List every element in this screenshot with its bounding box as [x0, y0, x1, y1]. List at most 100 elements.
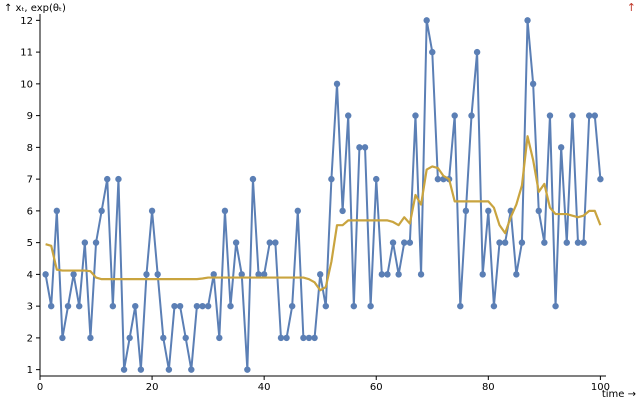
- observations-point: [485, 207, 492, 215]
- observations-point: [462, 207, 470, 215]
- observations-point: [283, 334, 290, 342]
- observations-point: [389, 239, 397, 246]
- y-tick-label: 8: [27, 143, 33, 154]
- y-tick-label: 6: [27, 206, 33, 217]
- observations-point: [182, 334, 189, 342]
- observations-point: [529, 80, 537, 88]
- observations-point: [59, 334, 66, 342]
- observations-point: [171, 302, 178, 310]
- observations-point: [473, 48, 481, 56]
- observations-point: [345, 112, 352, 119]
- observations-point: [76, 302, 83, 310]
- y-tick-label: 9: [27, 111, 33, 122]
- x-tick-label: 60: [370, 382, 383, 393]
- observations-point: [42, 271, 49, 278]
- smoothed-line: [45, 135, 602, 292]
- observations-point: [216, 334, 223, 342]
- observations-point: [227, 302, 234, 310]
- observations-point: [109, 302, 117, 310]
- observations-point: [316, 271, 324, 278]
- observations-point: [339, 207, 346, 215]
- observations-point: [87, 334, 94, 342]
- observations-point: [552, 302, 559, 310]
- x-tick-label: 40: [258, 382, 271, 393]
- observations-point: [305, 334, 313, 342]
- y-tick-label: 11: [20, 48, 33, 59]
- observations-point: [333, 80, 341, 88]
- observations-point: [232, 239, 240, 246]
- observations-point: [468, 112, 475, 119]
- observations-point: [132, 302, 139, 310]
- observations-point: [126, 334, 133, 342]
- observations-point: [524, 17, 531, 24]
- observations-point: [591, 112, 598, 119]
- observations-point: [501, 239, 509, 246]
- observations-point: [104, 175, 111, 183]
- series-layer: [42, 17, 604, 373]
- observations-point: [154, 271, 161, 278]
- y-tick-label: 3: [27, 302, 33, 313]
- y-tick-label: 10: [20, 79, 33, 90]
- observations-point: [361, 144, 369, 151]
- observations-point: [429, 48, 436, 56]
- observations-point: [434, 175, 442, 183]
- observations-point: [569, 112, 576, 119]
- observations-point: [277, 334, 285, 342]
- observations-point: [367, 302, 374, 310]
- observations-point: [328, 175, 335, 183]
- observations-point: [496, 239, 503, 246]
- observations-point: [53, 207, 61, 215]
- observations-point: [574, 239, 582, 246]
- observations-point: [294, 207, 301, 215]
- observations-point: [210, 271, 217, 278]
- observations-point: [260, 271, 268, 278]
- observations-point: [417, 271, 425, 278]
- observations-point: [597, 175, 604, 183]
- x-axis-title: time →: [602, 389, 636, 400]
- y-axis-title: ↑ xₜ, exp(θₜ): [4, 3, 66, 14]
- observations-point: [238, 271, 245, 278]
- y-tick-label: 12: [20, 16, 33, 27]
- x-tick-label: 100: [591, 382, 610, 393]
- observations-point: [81, 239, 89, 246]
- observations-point: [120, 366, 128, 373]
- observations-point: [288, 302, 296, 310]
- observations-point: [406, 239, 414, 246]
- x-ticks: 0 20 40 60 80 100: [37, 376, 610, 393]
- observations-point: [98, 207, 105, 215]
- observations-point: [373, 175, 380, 183]
- axes: [39, 14, 606, 377]
- y-tick-label: 2: [27, 333, 33, 344]
- observations-point: [378, 271, 386, 278]
- observations-point: [204, 302, 212, 310]
- observations-point: [518, 239, 526, 246]
- observations-point: [401, 239, 408, 246]
- observations-point: [541, 239, 548, 246]
- x-tick-label: 20: [146, 382, 159, 393]
- observations-point: [350, 302, 358, 310]
- observations-point: [165, 366, 173, 373]
- observations-point: [451, 112, 458, 119]
- observations-point: [221, 207, 229, 215]
- observations-point: [266, 239, 273, 246]
- observations-point: [580, 239, 587, 246]
- observations-point: [412, 112, 419, 119]
- observations-point: [423, 17, 430, 24]
- observations-point: [557, 144, 565, 151]
- observations-point: [249, 175, 257, 183]
- observations-point: [143, 271, 150, 278]
- observations-point: [160, 334, 167, 342]
- observations-point: [479, 271, 486, 278]
- observations-point: [546, 112, 554, 119]
- observations-point: [513, 271, 520, 278]
- observations-point: [48, 302, 55, 310]
- observations-point: [193, 302, 201, 310]
- observations-point: [272, 239, 279, 246]
- observations-point: [199, 302, 206, 310]
- observations-point: [395, 271, 402, 278]
- observations-point: [384, 271, 391, 278]
- corner-arrow-icon: ↑: [627, 1, 636, 14]
- observations-point: [115, 175, 122, 183]
- observations-point: [490, 302, 498, 310]
